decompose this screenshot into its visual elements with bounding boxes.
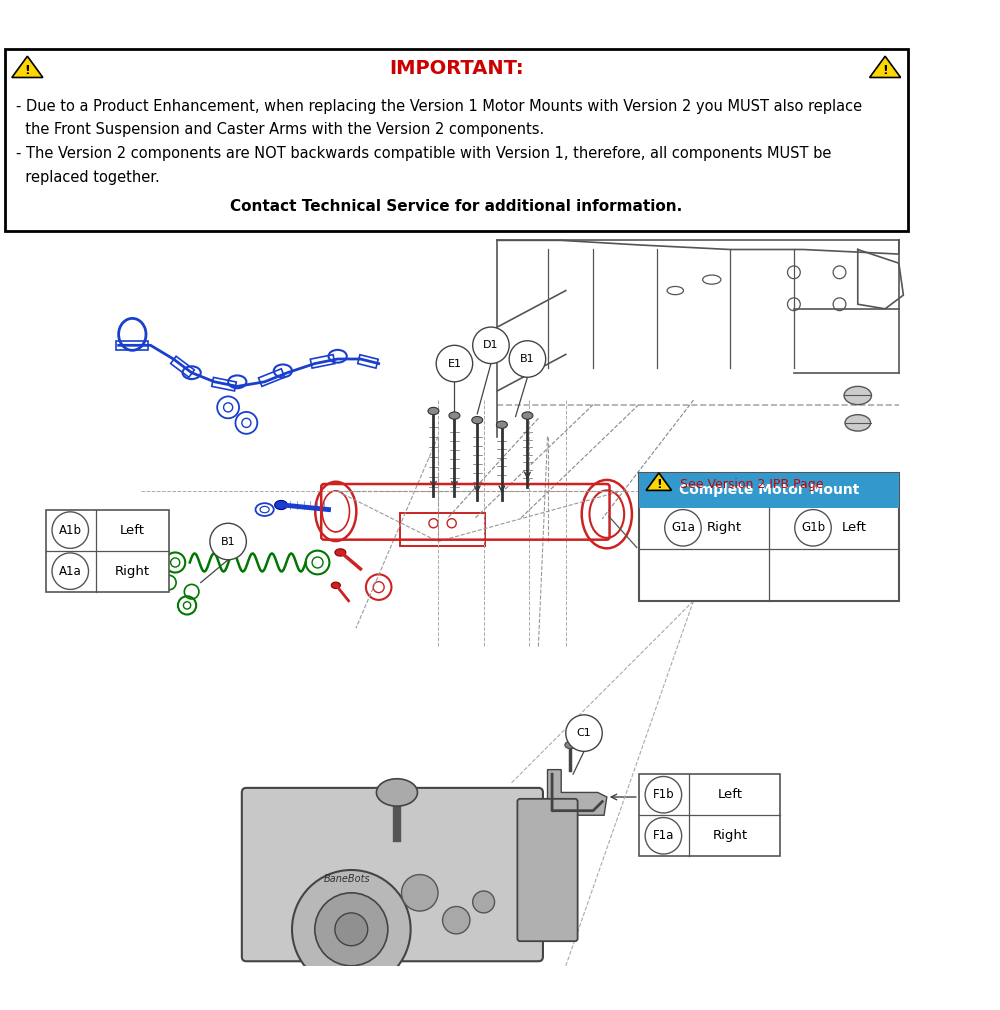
Text: E1: E1 (447, 359, 461, 369)
Ellipse shape (331, 582, 340, 589)
Text: Left: Left (842, 521, 867, 534)
Ellipse shape (845, 415, 871, 431)
Circle shape (645, 817, 682, 854)
Circle shape (509, 340, 546, 378)
Text: Contact Technical Service for additional information.: Contact Technical Service for additional… (230, 199, 682, 214)
Polygon shape (12, 57, 43, 78)
Text: Left: Left (120, 523, 145, 536)
Circle shape (436, 345, 473, 382)
Circle shape (52, 552, 89, 590)
Bar (639, 473, 899, 601)
Ellipse shape (844, 387, 871, 405)
Circle shape (795, 510, 831, 546)
Text: - Due to a Product Enhancement, when replacing the Version 1 Motor Mounts with V: - Due to a Product Enhancement, when rep… (16, 99, 863, 114)
Text: F1b: F1b (653, 788, 674, 801)
Polygon shape (870, 57, 901, 78)
Circle shape (833, 298, 846, 311)
Bar (116, 340, 148, 349)
Bar (5, 48, 908, 231)
Bar (171, 357, 194, 378)
Text: F1a: F1a (653, 829, 674, 842)
Text: !: ! (25, 64, 30, 77)
Circle shape (335, 913, 368, 945)
Circle shape (566, 715, 602, 751)
Bar (639, 775, 780, 856)
Circle shape (473, 891, 495, 913)
Circle shape (315, 893, 388, 966)
Bar (310, 355, 335, 368)
Ellipse shape (496, 421, 507, 428)
FancyBboxPatch shape (242, 788, 543, 962)
Text: A1b: A1b (59, 523, 82, 536)
Text: Right: Right (706, 521, 742, 534)
Ellipse shape (428, 407, 439, 415)
Text: the Front Suspension and Caster Arms with the Version 2 components.: the Front Suspension and Caster Arms wit… (16, 122, 545, 137)
Circle shape (443, 907, 470, 934)
Ellipse shape (522, 412, 533, 419)
Ellipse shape (275, 500, 287, 510)
Bar (358, 355, 378, 368)
Text: replaced together.: replaced together. (16, 170, 160, 185)
Ellipse shape (667, 287, 683, 295)
Circle shape (292, 870, 411, 989)
Text: B1: B1 (520, 354, 535, 364)
Text: C1: C1 (577, 728, 591, 738)
Circle shape (52, 512, 89, 548)
FancyBboxPatch shape (517, 799, 578, 941)
Text: IMPORTANT:: IMPORTANT: (389, 60, 524, 79)
Ellipse shape (703, 275, 721, 284)
Ellipse shape (565, 741, 576, 748)
Text: See Version 2 IPB Page: See Version 2 IPB Page (680, 478, 823, 491)
Polygon shape (548, 770, 607, 815)
Text: Right: Right (712, 829, 748, 842)
Circle shape (665, 510, 701, 546)
Circle shape (833, 266, 846, 279)
Text: - The Version 2 components are NOT backwards compatible with Version 1, therefor: - The Version 2 components are NOT backw… (16, 146, 832, 162)
Circle shape (788, 266, 800, 279)
Circle shape (645, 777, 682, 813)
Text: B1: B1 (221, 536, 235, 546)
Circle shape (788, 298, 800, 311)
Polygon shape (646, 473, 672, 491)
Text: !: ! (882, 64, 888, 77)
Text: D1: D1 (483, 340, 499, 350)
Ellipse shape (472, 416, 483, 424)
Text: A1a: A1a (59, 565, 82, 578)
Bar (124, 557, 137, 568)
Ellipse shape (449, 412, 460, 419)
Circle shape (473, 327, 509, 364)
Text: G1a: G1a (671, 521, 695, 534)
Bar (46, 510, 169, 592)
Text: !: ! (656, 478, 662, 491)
Ellipse shape (335, 548, 346, 557)
Circle shape (210, 523, 246, 560)
Circle shape (402, 875, 438, 911)
Text: Right: Right (115, 565, 150, 578)
Text: Complete Motor Mount: Complete Motor Mount (679, 484, 859, 497)
Bar (259, 369, 285, 387)
Text: G1b: G1b (801, 521, 825, 534)
Bar (212, 378, 236, 391)
Text: BaneBots: BaneBots (323, 874, 370, 884)
Ellipse shape (376, 779, 417, 806)
Bar (639, 473, 899, 508)
Text: Left: Left (718, 788, 743, 801)
